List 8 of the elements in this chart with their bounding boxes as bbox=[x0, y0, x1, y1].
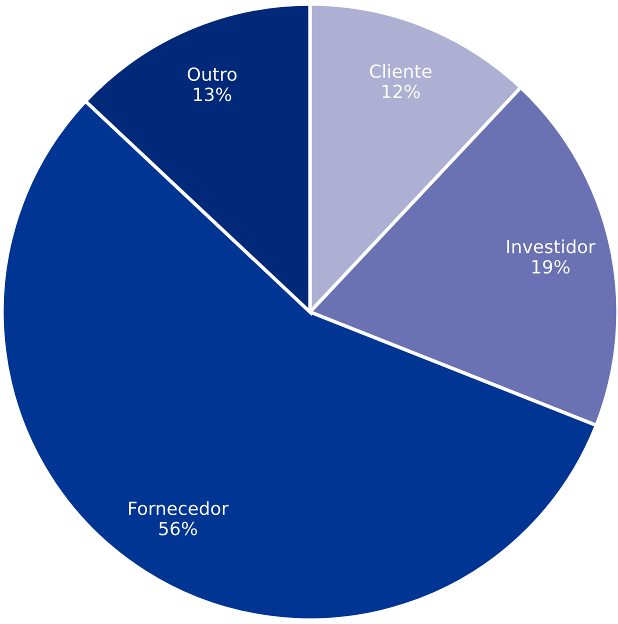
data-label: 56% bbox=[159, 522, 198, 536]
data-label: 12% bbox=[382, 84, 420, 98]
data-label: 13% bbox=[194, 88, 232, 102]
slice-label: Investidor bbox=[507, 239, 596, 254]
slice-label: Fornecedor bbox=[129, 501, 229, 516]
slice-label: Cliente bbox=[370, 64, 432, 78]
slice-label: Outro bbox=[188, 67, 237, 81]
data-label: 19% bbox=[532, 260, 570, 274]
